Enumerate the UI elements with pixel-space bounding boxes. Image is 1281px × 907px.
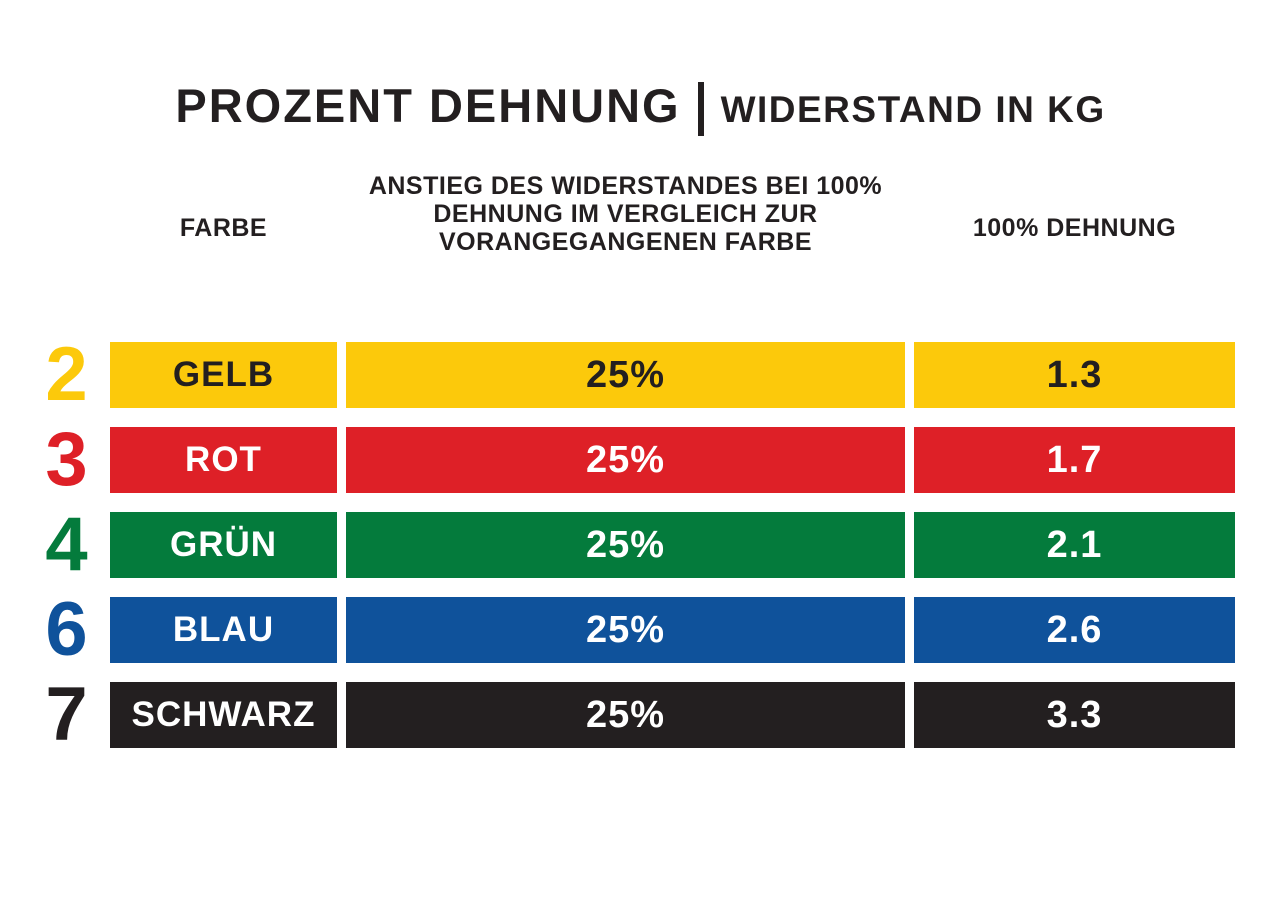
column-header-anstieg-line3: VORANGEGANGENEN FARBE bbox=[438, 228, 813, 256]
title-secondary: WIDERSTAND IN KG bbox=[720, 89, 1106, 130]
column-header-anstieg: ANSTIEG DES WIDERSTANDES BEI 100% DEHNUN… bbox=[346, 172, 905, 256]
band-increase-cell: 25% bbox=[346, 427, 905, 493]
column-header-farbe: FARBE bbox=[179, 214, 268, 242]
title-primary: PROZENT DEHNUNG bbox=[175, 79, 681, 132]
band-increase-cell: 25% bbox=[346, 682, 905, 748]
band-name-cell: GELB bbox=[110, 342, 337, 408]
band-level-number: 4 bbox=[45, 502, 87, 587]
band-increase-cell: 25% bbox=[346, 342, 905, 408]
band-name-cell: BLAU bbox=[110, 597, 337, 663]
column-header-anstieg-line2: DEHNUNG IM VERGLEICH ZUR bbox=[433, 200, 818, 228]
band-name-cell: ROT bbox=[110, 427, 337, 493]
band-resistance-cell: 2.1 bbox=[914, 512, 1235, 578]
band-resistance-cell: 1.3 bbox=[914, 342, 1235, 408]
band-table: 2 GELB 25% 1.3 3 ROT 25% 1.7 4 GRÜN 25% … bbox=[30, 332, 1235, 757]
band-resistance-cell: 2.6 bbox=[914, 597, 1235, 663]
column-header-anstieg-line1: ANSTIEG DES WIDERSTANDES BEI 100% bbox=[368, 172, 883, 200]
page-title: PROZENT DEHNUNG WIDERSTAND IN KG bbox=[0, 0, 1281, 136]
column-header-dehnung: 100% DEHNUNG bbox=[972, 214, 1177, 242]
table-header-row: FARBE ANSTIEG DES WIDERSTANDES BEI 100% … bbox=[30, 172, 1235, 256]
band-level-number: 2 bbox=[45, 332, 87, 417]
band-increase-cell: 25% bbox=[346, 597, 905, 663]
title-separator-bar bbox=[697, 82, 704, 136]
band-name-cell: SCHWARZ bbox=[110, 682, 337, 748]
band-level-number: 6 bbox=[45, 587, 87, 672]
band-resistance-cell: 1.7 bbox=[914, 427, 1235, 493]
band-resistance-cell: 3.3 bbox=[914, 682, 1235, 748]
band-level-number: 7 bbox=[45, 672, 87, 757]
band-increase-cell: 25% bbox=[346, 512, 905, 578]
band-level-number: 3 bbox=[45, 417, 87, 502]
band-name-cell: GRÜN bbox=[110, 512, 337, 578]
